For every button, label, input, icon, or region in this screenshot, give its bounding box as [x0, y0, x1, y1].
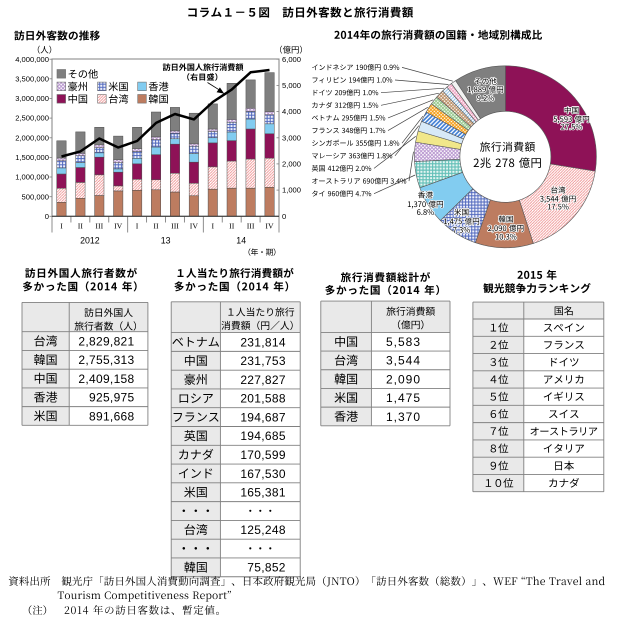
svg-text:6,000: 6,000 [282, 55, 301, 64]
svg-text:0: 0 [282, 212, 286, 221]
svg-text:2,755,313: 2,755,313 [78, 353, 134, 367]
svg-text:4,000: 4,000 [282, 107, 301, 116]
svg-text:194,687: 194,687 [240, 410, 286, 424]
svg-text:2,829,821: 2,829,821 [78, 334, 134, 348]
svg-text:1,370: 1,370 [386, 410, 421, 424]
svg-text:2,409,158: 2,409,158 [78, 372, 134, 386]
svg-text:IV: IV [265, 221, 274, 230]
svg-text:3,000,000: 3,000,000 [15, 94, 49, 103]
svg-text:13: 13 [161, 235, 171, 245]
svg-text:3,544: 3,544 [386, 354, 421, 368]
svg-text:925,975: 925,975 [89, 391, 135, 405]
svg-text:III: III [95, 221, 103, 230]
svg-text:II: II [78, 221, 84, 230]
svg-text:1,475: 1,475 [386, 391, 421, 405]
svg-text:I: I [136, 221, 139, 230]
svg-text:IV: IV [114, 221, 123, 230]
svg-text:167,530: 167,530 [240, 467, 286, 481]
svg-text:2,090: 2,090 [386, 372, 421, 386]
svg-text:14: 14 [236, 235, 246, 245]
svg-text:165,381: 165,381 [240, 486, 286, 500]
svg-text:2012: 2012 [80, 235, 100, 245]
svg-text:III: III [171, 221, 179, 230]
svg-text:1,000: 1,000 [282, 186, 301, 195]
svg-text:5,000: 5,000 [282, 81, 301, 90]
svg-text:II: II [153, 221, 159, 230]
svg-text:500,000: 500,000 [22, 192, 49, 201]
svg-text:201,588: 201,588 [240, 392, 286, 406]
svg-text:2,000: 2,000 [282, 160, 301, 169]
svg-text:3,000: 3,000 [282, 133, 301, 142]
svg-text:0: 0 [45, 212, 49, 221]
svg-text:II: II [229, 221, 235, 230]
svg-text:I: I [211, 221, 214, 230]
svg-text:2,500,000: 2,500,000 [15, 114, 49, 123]
svg-text:891,668: 891,668 [89, 409, 135, 423]
svg-text:231,814: 231,814 [240, 335, 286, 349]
svg-text:4,000,000: 4,000,000 [15, 55, 49, 64]
svg-text:I: I [60, 221, 63, 230]
svg-text:3,500,000: 3,500,000 [15, 74, 49, 83]
svg-text:III: III [247, 221, 255, 230]
svg-text:1,000,000: 1,000,000 [15, 173, 49, 182]
svg-text:170,599: 170,599 [240, 448, 286, 462]
svg-text:194,685: 194,685 [240, 429, 286, 443]
svg-text:231,753: 231,753 [240, 354, 286, 368]
svg-text:5,583: 5,583 [386, 335, 421, 349]
svg-text:125,248: 125,248 [240, 523, 286, 537]
svg-text:1,500,000: 1,500,000 [15, 153, 49, 162]
svg-text:IV: IV [190, 221, 199, 230]
svg-text:227,827: 227,827 [240, 373, 286, 387]
svg-text:75,852: 75,852 [247, 561, 286, 575]
svg-text:2,000,000: 2,000,000 [15, 133, 49, 142]
